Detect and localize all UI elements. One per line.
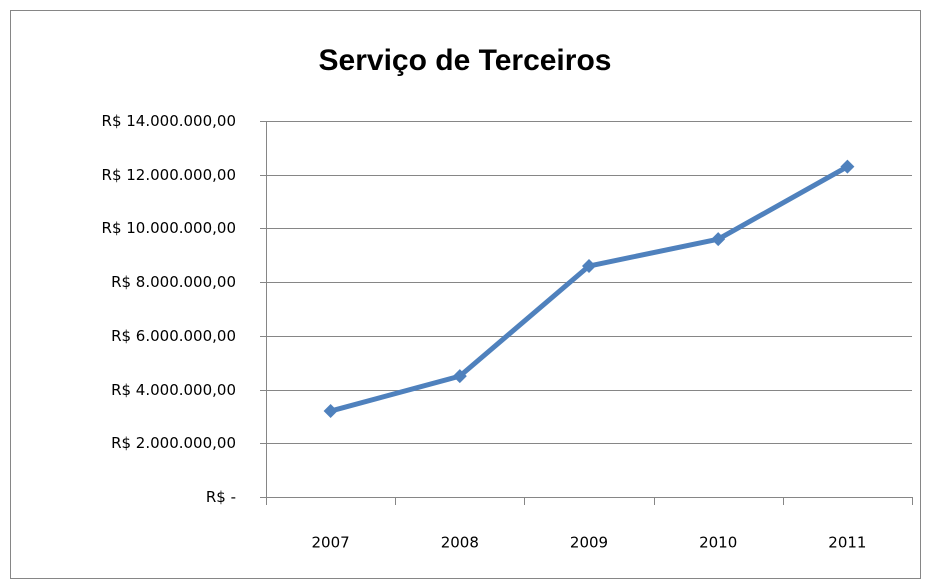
marker — [582, 259, 596, 274]
y-tick-label: R$ 4.000.000,00 — [111, 381, 236, 399]
x-tick-label: 2011 — [828, 534, 866, 552]
marker — [711, 232, 726, 247]
x-tick-label: 2007 — [312, 534, 350, 552]
marker — [840, 159, 855, 174]
y-tick-label: R$ - — [206, 488, 236, 506]
y-tick-label: R$ 10.000.000,00 — [102, 219, 236, 237]
y-tick-label: R$ 8.000.000,00 — [111, 273, 236, 291]
x-tick-label: 2008 — [441, 534, 479, 552]
marker — [452, 369, 467, 384]
y-tick-label: R$ 6.000.000,00 — [111, 327, 236, 345]
chart-frame — [10, 10, 921, 579]
y-tick-label: R$ 2.000.000,00 — [111, 434, 236, 452]
x-tick-label: 2009 — [570, 534, 608, 552]
marker — [323, 404, 338, 419]
chart-title: Serviço de Terceiros — [319, 44, 612, 77]
y-tick-label: R$ 12.000.000,00 — [102, 166, 236, 184]
y-tick-label: R$ 14.000.000,00 — [102, 112, 236, 130]
x-tick-label: 2010 — [699, 534, 737, 552]
